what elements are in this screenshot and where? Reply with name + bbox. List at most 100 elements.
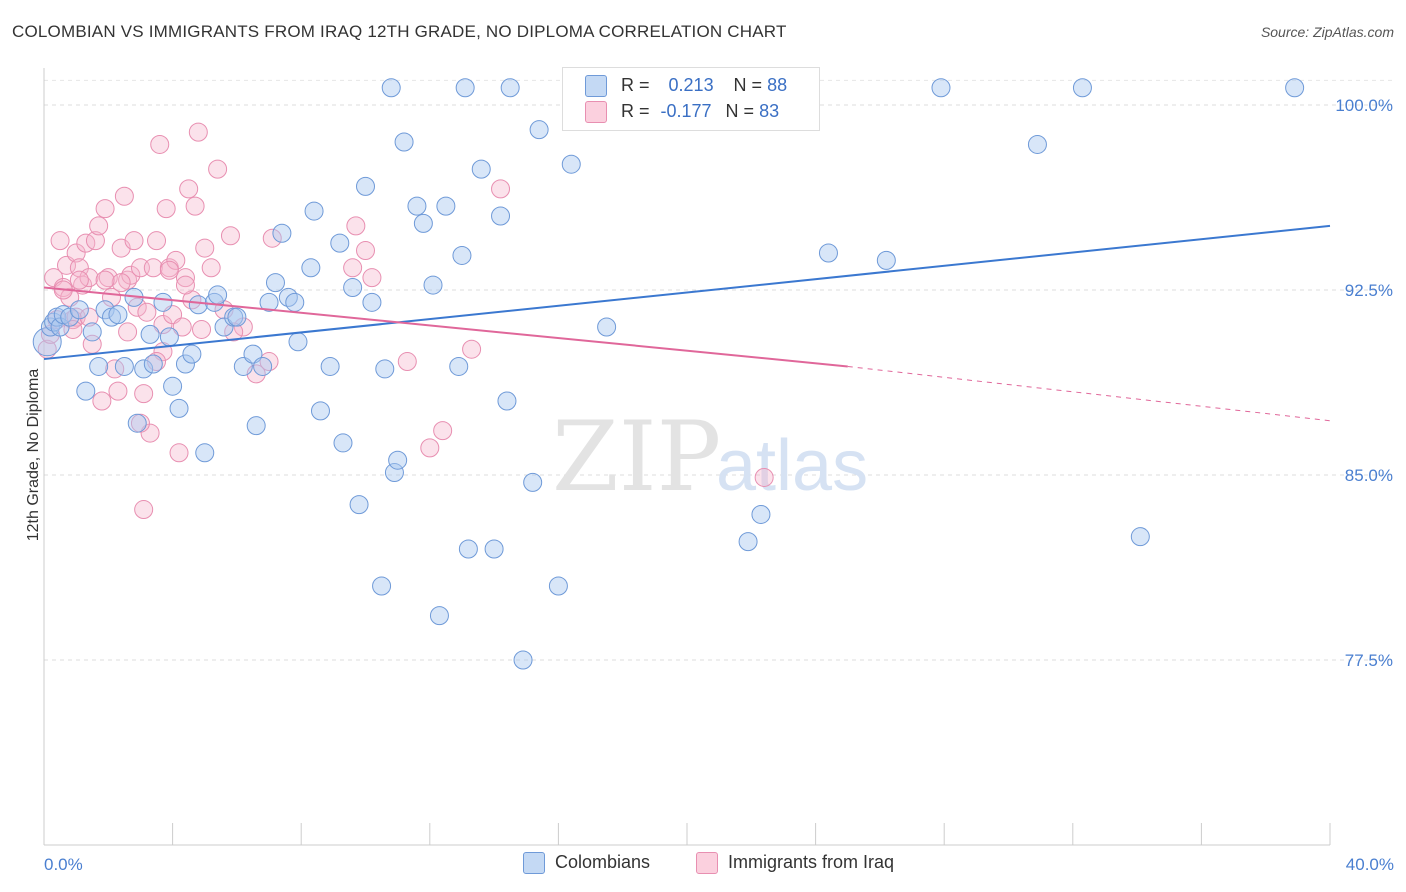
axes bbox=[43, 68, 1331, 846]
colombians-point-45 bbox=[310, 401, 330, 421]
colombians-point-47 bbox=[330, 233, 350, 253]
legend-row-colombians: R = 0.213 N = 88 bbox=[585, 75, 787, 99]
colombians-point-64 bbox=[452, 245, 472, 265]
iraq-point-74 bbox=[175, 275, 195, 295]
iraq-point-65 bbox=[491, 179, 511, 199]
colombians-point-20 bbox=[153, 292, 173, 312]
colombians-point-36 bbox=[253, 356, 273, 376]
iraq-point-41 bbox=[169, 443, 189, 463]
colombians-point-61 bbox=[429, 606, 449, 626]
colombians-point-86 bbox=[1072, 78, 1092, 98]
colombians-point-57 bbox=[394, 132, 414, 152]
colombians-point-44 bbox=[304, 201, 324, 221]
iraq-point-43 bbox=[175, 268, 195, 288]
y-tick-label-1: 85.0% bbox=[1345, 466, 1393, 485]
x-tick-label-min: 0.0% bbox=[44, 855, 83, 874]
colombians-point-24 bbox=[175, 354, 195, 374]
iraq-point-78 bbox=[118, 322, 138, 342]
colombians-point-39 bbox=[272, 223, 292, 243]
legend-item-iraq[interactable]: Immigrants from Iraq bbox=[696, 852, 895, 875]
legend-row-iraq: R = -0.177 N = 83 bbox=[585, 101, 779, 125]
legend-r-value: 0.213 bbox=[668, 75, 714, 95]
iraq-point-49 bbox=[201, 258, 221, 278]
iraq-point-42 bbox=[172, 317, 192, 337]
iraq-point-19 bbox=[98, 268, 118, 288]
iraq-point-40 bbox=[166, 250, 186, 270]
colombians-point-6 bbox=[60, 307, 80, 327]
legend-label-iraq: Immigrants from Iraq bbox=[728, 852, 895, 872]
iraq-point-56 bbox=[262, 228, 282, 248]
iraq-point-37 bbox=[156, 199, 176, 219]
colombians-point-62 bbox=[436, 196, 456, 216]
legend-swatch-blue bbox=[523, 852, 545, 875]
correlation-legend: R = 0.213 N = 88 R = -0.177 N = 83 bbox=[562, 67, 820, 131]
colombians-point-19 bbox=[143, 354, 163, 374]
colombians-point-60 bbox=[423, 275, 443, 295]
iraq-point-27 bbox=[124, 231, 144, 251]
iraq-point-31 bbox=[137, 302, 157, 322]
colombians-point-72 bbox=[529, 120, 549, 140]
iraq-point-55 bbox=[259, 352, 279, 372]
legend-n-label: N = bbox=[733, 75, 763, 95]
colombians-point-81 bbox=[1130, 527, 1150, 547]
iraq-point-81 bbox=[69, 270, 89, 290]
colombians-point-63 bbox=[449, 356, 469, 376]
iraq-point-68 bbox=[134, 500, 154, 520]
legend-swatch-blue bbox=[585, 75, 607, 98]
iraq-trend-line-extension bbox=[847, 365, 1331, 422]
chart-title: COLOMBIAN VS IMMIGRANTS FROM IRAQ 12TH G… bbox=[12, 22, 787, 41]
colombians-point-53 bbox=[372, 576, 392, 596]
watermark-atlas: atlas bbox=[716, 426, 868, 506]
colombians-point-1 bbox=[40, 317, 60, 337]
colombians-point-13 bbox=[108, 305, 128, 325]
legend-swatch-pink bbox=[696, 852, 718, 875]
iraq-point-58 bbox=[346, 216, 366, 236]
colombians-point-87 bbox=[1285, 78, 1305, 98]
iraq-point-35 bbox=[150, 134, 170, 154]
y-tick-label-0: 77.5% bbox=[1345, 651, 1393, 670]
iraq-point-60 bbox=[362, 268, 382, 288]
colombians-point-69 bbox=[497, 391, 517, 411]
colombians-point-77 bbox=[751, 504, 771, 524]
colombians-point-21 bbox=[159, 327, 179, 347]
colombians-point-14 bbox=[114, 356, 134, 376]
colombians-point-35 bbox=[246, 416, 266, 436]
colombians-point-41 bbox=[285, 292, 305, 312]
colombians-point-37 bbox=[259, 292, 279, 312]
colombians-point-79 bbox=[876, 250, 896, 270]
colombians-point-38 bbox=[265, 273, 285, 293]
iraq-point-77 bbox=[95, 270, 115, 290]
iraq-point-59 bbox=[356, 241, 375, 261]
legend-swatch-pink bbox=[585, 101, 607, 124]
iraq-point-36 bbox=[153, 315, 173, 335]
colombians-point-71 bbox=[523, 472, 543, 492]
colombians-point-22 bbox=[163, 376, 183, 396]
iraq-point-53 bbox=[233, 317, 253, 337]
colombians-point-55 bbox=[384, 463, 404, 483]
colombians-point-50 bbox=[349, 495, 369, 515]
legend-item-colombians[interactable]: Colombians bbox=[523, 852, 650, 875]
colombians-point-49 bbox=[343, 278, 363, 298]
iraq-point-44 bbox=[179, 179, 199, 199]
iraq-point-34 bbox=[147, 231, 167, 251]
colombians-point-9 bbox=[82, 322, 102, 342]
colombians-point-7 bbox=[69, 300, 89, 320]
colombians-point-65 bbox=[458, 539, 478, 559]
colombians-point-76 bbox=[738, 532, 758, 552]
colombians-point-8 bbox=[76, 381, 96, 401]
colombians-point-74 bbox=[561, 154, 581, 174]
colombians-point-58 bbox=[407, 196, 427, 216]
iraq-point-33 bbox=[143, 258, 163, 278]
colombians-point-82 bbox=[381, 78, 401, 98]
colombians-point-30 bbox=[214, 317, 234, 337]
iraq-point-57 bbox=[343, 258, 363, 278]
legend-r-value: -0.177 bbox=[660, 101, 712, 121]
colombians-point-70 bbox=[513, 650, 533, 670]
colombians-point-51 bbox=[356, 176, 375, 196]
colombians-point-85 bbox=[931, 78, 951, 98]
y-tick-labels: 77.5% 85.0% 92.5% 100.0% bbox=[1335, 96, 1393, 670]
source-label: Source: ZipAtlas.com bbox=[1260, 24, 1394, 40]
colombians-point-18 bbox=[140, 324, 160, 344]
colombians-point-10 bbox=[89, 356, 109, 376]
